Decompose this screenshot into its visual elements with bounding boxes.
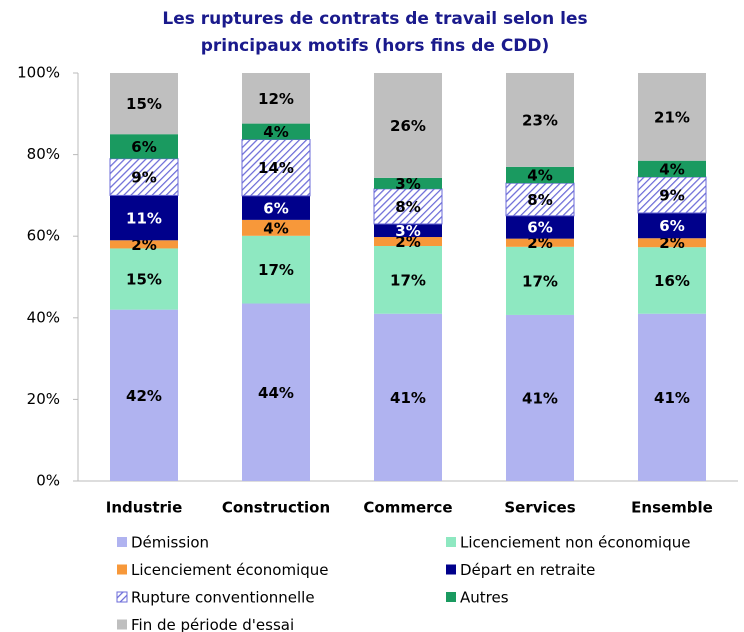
legend-swatch (117, 564, 127, 575)
bar-segment (110, 195, 178, 241)
legend-label: Démission (131, 534, 209, 552)
legend-label: Autres (460, 589, 509, 607)
x-tick-label: Industrie (106, 499, 183, 517)
data-label: 17% (522, 272, 558, 290)
data-label: 6% (527, 219, 552, 237)
data-label: 15% (126, 95, 162, 113)
data-label: 4% (659, 160, 684, 178)
bar-segment (506, 238, 574, 247)
legend-label: Licenciement non économique (460, 534, 690, 552)
x-tick-label: Ensemble (631, 499, 713, 517)
data-label: 26% (390, 117, 426, 135)
bar-segment (505, 182, 575, 217)
data-label: 21% (654, 108, 690, 126)
x-tick-label: Commerce (363, 499, 452, 517)
data-label: 44% (258, 384, 294, 402)
bar-segment (506, 246, 574, 315)
data-label: 2% (395, 233, 420, 251)
bar-segment (638, 238, 706, 248)
legend-swatch (446, 592, 456, 602)
bar-segment (242, 219, 310, 236)
y-tick-label: 60% (27, 227, 60, 245)
data-label: 42% (126, 387, 162, 405)
bar-segment (242, 73, 310, 124)
data-label: 6% (659, 217, 684, 235)
legend-swatch (117, 537, 127, 547)
data-label: 17% (390, 271, 426, 289)
data-label: 2% (527, 234, 552, 252)
y-tick-label: 80% (27, 145, 60, 163)
data-label: 9% (131, 169, 156, 187)
x-tick-label: Construction (222, 499, 330, 517)
legend-swatch (117, 619, 127, 630)
data-label: 6% (131, 138, 156, 156)
x-tick-label: Services (504, 499, 575, 517)
legend-swatch (116, 591, 128, 603)
bar-segment (506, 314, 574, 481)
bar-segment (374, 237, 442, 246)
bar-segment (506, 215, 574, 239)
chart-title: Les ruptures de contrats de travail selo… (162, 9, 588, 56)
bar-segment (373, 188, 443, 225)
data-label: 8% (395, 198, 420, 216)
bar-segment (110, 134, 178, 159)
legend-label: Fin de période d'essai (131, 616, 294, 632)
bar-segment (638, 160, 706, 178)
bar-segment (638, 73, 706, 161)
data-label: 4% (527, 167, 552, 185)
data-label: 14% (258, 159, 294, 177)
bar-segment (110, 309, 178, 481)
y-tick-label: 100% (17, 64, 60, 82)
data-label: 2% (659, 234, 684, 252)
data-label: 4% (263, 219, 288, 237)
data-label: 9% (659, 186, 684, 204)
bar-segment (374, 73, 442, 178)
data-label: 15% (126, 271, 162, 289)
data-label: 3% (395, 175, 420, 193)
bar-segment (242, 235, 310, 304)
bar-segment (506, 73, 574, 167)
bar-segment (110, 73, 178, 135)
data-label: 41% (654, 389, 690, 407)
data-label: 2% (131, 236, 156, 254)
data-label: 12% (258, 90, 294, 108)
y-tick-label: 20% (27, 390, 60, 408)
bar-segment (110, 240, 178, 249)
data-label: 6% (263, 199, 288, 217)
legend-label: Départ en retraite (460, 561, 595, 579)
legend-label: Rupture conventionnelle (131, 589, 315, 607)
data-label: 8% (527, 191, 552, 209)
data-label: 17% (258, 261, 294, 279)
legend-swatch (446, 564, 456, 575)
bar-segment (374, 223, 442, 238)
bar-segment (110, 248, 178, 310)
bar-segment (506, 166, 574, 184)
bar-segment (374, 313, 442, 481)
data-label: 4% (263, 123, 288, 141)
data-label: 16% (654, 272, 690, 290)
bar-segment (242, 195, 310, 220)
data-label: 41% (390, 389, 426, 407)
bar-segment (374, 245, 442, 314)
bar-segment (242, 123, 310, 140)
data-label: 23% (522, 111, 558, 129)
bar-segment (638, 313, 706, 481)
y-tick-label: 0% (36, 472, 60, 490)
legend-label: Licenciement économique (131, 561, 329, 579)
y-tick-label: 40% (27, 308, 60, 326)
data-label: 11% (126, 209, 162, 227)
legend-swatch (446, 537, 456, 547)
bar-segment (374, 177, 442, 189)
bar-segment (242, 303, 310, 481)
data-label: 41% (522, 389, 558, 407)
bar-segment (241, 139, 311, 197)
data-label: 3% (395, 222, 420, 240)
bar-segment (638, 247, 706, 314)
bar-segment (638, 212, 706, 239)
